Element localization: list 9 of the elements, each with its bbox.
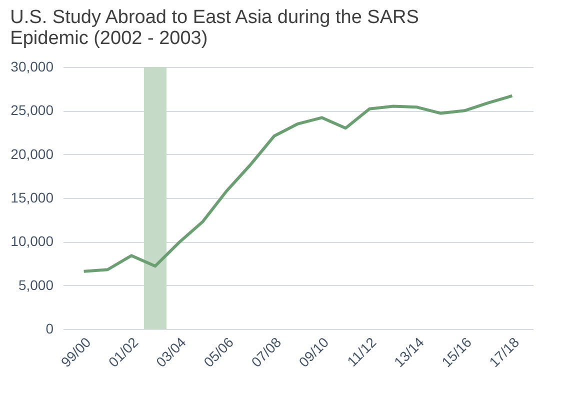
y-tick-label: 15,000 [10, 190, 54, 206]
y-tick-label: 25,000 [10, 102, 54, 118]
y-tick-label: 0 [46, 320, 54, 336]
line-series [82, 94, 514, 273]
y-tick-label: 10,000 [10, 233, 54, 250]
y-tick-label: 20,000 [10, 146, 54, 162]
y-tick-label: 5,000 [18, 276, 54, 293]
chart-title: U.S. Study Abroad to East Asia during the SARS Epidemic (2002 - 2003) [10, 7, 419, 49]
y-tick-label: 30,000 [10, 58, 54, 74]
